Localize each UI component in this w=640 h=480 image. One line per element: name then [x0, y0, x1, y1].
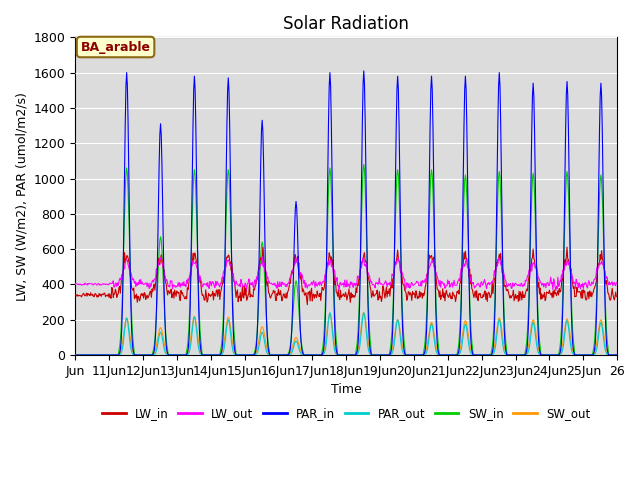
Title: Solar Radiation: Solar Radiation: [284, 15, 409, 33]
X-axis label: Time: Time: [331, 384, 362, 396]
Legend: LW_in, LW_out, PAR_in, PAR_out, SW_in, SW_out: LW_in, LW_out, PAR_in, PAR_out, SW_in, S…: [97, 402, 595, 425]
Text: BA_arable: BA_arable: [81, 40, 150, 53]
Y-axis label: LW, SW (W/m2), PAR (umol/m2/s): LW, SW (W/m2), PAR (umol/m2/s): [15, 92, 28, 300]
